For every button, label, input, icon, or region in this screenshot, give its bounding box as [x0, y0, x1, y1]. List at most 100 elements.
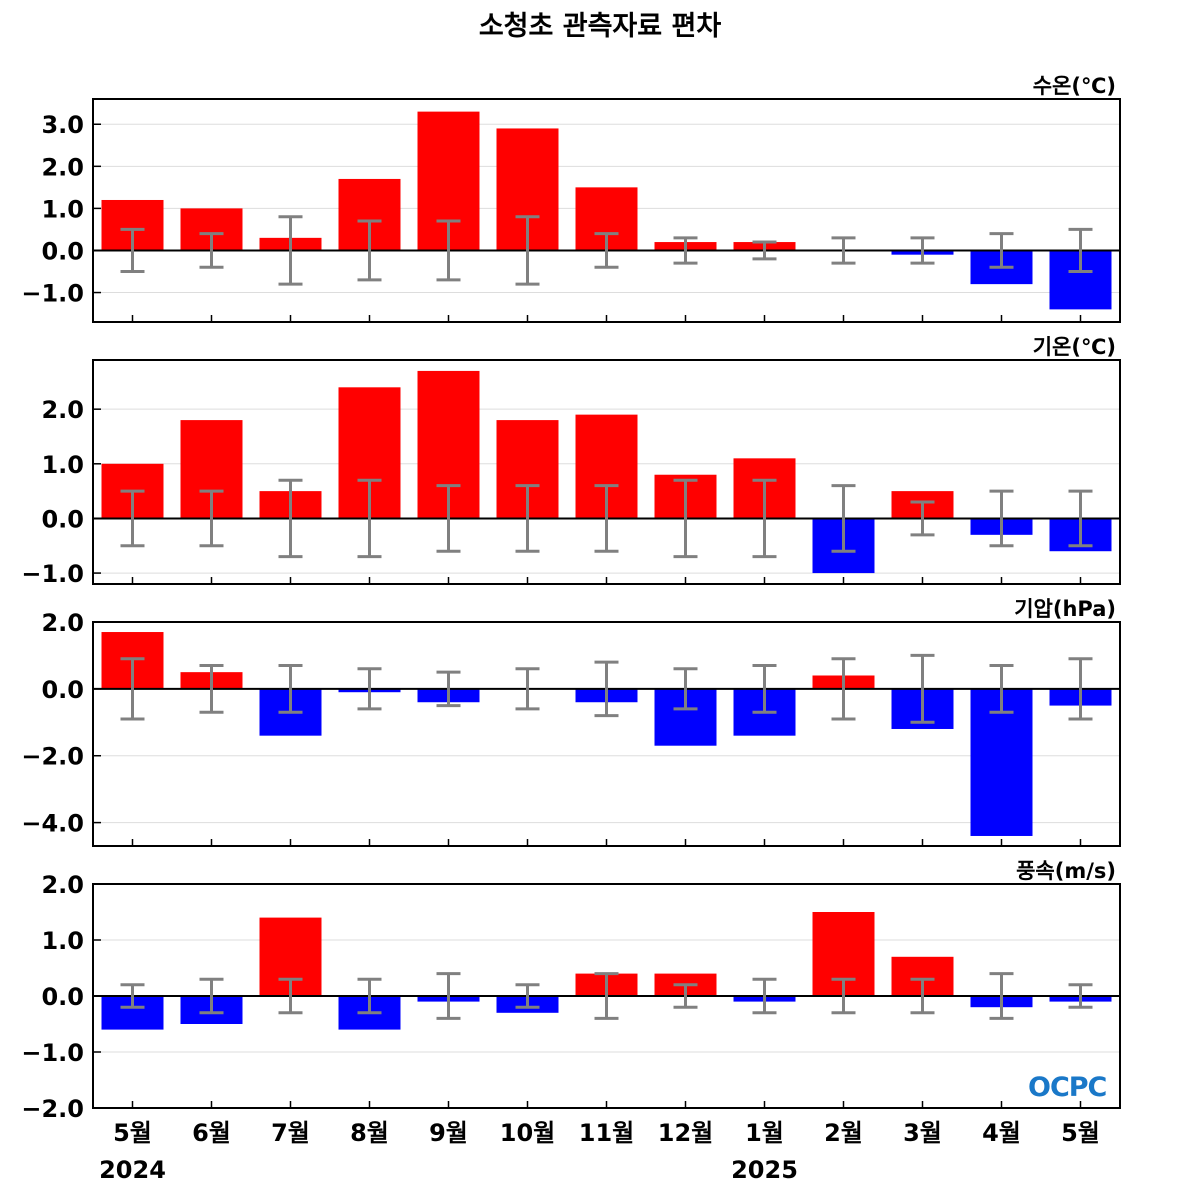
error-bar: [199, 489, 224, 548]
panel-frame: [92, 621, 1121, 847]
error-bar: [1068, 227, 1093, 274]
error-bar: [357, 667, 382, 711]
error-bar: [278, 663, 303, 714]
error-bar: [515, 667, 540, 711]
error-bar: [752, 240, 777, 261]
x-tick-label: 1월: [745, 1119, 784, 1147]
panel-frame: [92, 883, 1121, 1109]
error-bar: [594, 972, 619, 1020]
y-tick-label: 2.0: [41, 609, 84, 637]
error-bar: [120, 657, 145, 721]
y-tick-label: 1.0: [41, 927, 84, 955]
error-bar: [673, 236, 698, 265]
error-bar: [594, 232, 619, 269]
error-bar: [673, 983, 698, 1009]
error-bar: [436, 219, 461, 282]
y-tick-label: 0.0: [41, 505, 84, 533]
error-bar: [199, 232, 224, 269]
error-bar: [673, 667, 698, 711]
y-tick-label: −2.0: [21, 1095, 84, 1123]
error-bar: [752, 663, 777, 714]
error-bar: [910, 500, 935, 537]
panel-label: 기온(℃): [1033, 335, 1116, 359]
error-bar: [989, 489, 1014, 548]
error-bar: [357, 219, 382, 282]
error-bar: [515, 484, 540, 553]
panel-1: −1.0 0.0 1.0 2.0 3.0 수온(℃): [21, 74, 1121, 323]
x-tick-label: 8월: [350, 1119, 389, 1147]
error-bar: [910, 977, 935, 1015]
error-bar: [120, 983, 145, 1009]
y-tick-label: −1.0: [21, 560, 84, 588]
panel-4: −2.0 −1.0 0.0 1.0 2.0 풍속(m/s): [21, 859, 1121, 1123]
y-tick-label: 1.0: [41, 195, 84, 223]
y-tick-label: 2.0: [41, 396, 84, 424]
error-bar: [199, 663, 224, 714]
error-bar: [199, 977, 224, 1015]
y-tick-label: 0.0: [41, 237, 84, 265]
error-bar: [357, 977, 382, 1015]
panel-3: −4.0 −2.0 0.0 2.0 기압(hPa): [21, 597, 1121, 847]
panel-2: −1.0 0.0 1.0 2.0 기온(℃): [21, 335, 1121, 588]
y-tick-label: 0.0: [41, 983, 84, 1011]
x-tick-label: 3월: [903, 1119, 942, 1147]
error-bar: [1068, 489, 1093, 548]
ocpc-logo: OCPC: [1028, 1072, 1107, 1103]
error-bar: [831, 484, 856, 553]
x-tick-label: 2월: [824, 1119, 863, 1147]
error-bar: [120, 489, 145, 548]
error-bar: [594, 484, 619, 553]
error-bar: [278, 977, 303, 1015]
error-bar: [515, 983, 540, 1009]
x-tick-label: 5월: [1061, 1119, 1100, 1147]
error-bar: [1068, 983, 1093, 1009]
year-label: 2024: [99, 1156, 166, 1184]
error-bar: [515, 215, 540, 286]
y-tick-label: 2.0: [41, 153, 84, 181]
error-bar: [989, 972, 1014, 1020]
error-bar: [910, 653, 935, 724]
y-tick-label: −1.0: [21, 1039, 84, 1067]
x-tick-label: 7월: [271, 1119, 310, 1147]
error-bar: [989, 232, 1014, 269]
error-bar: [752, 478, 777, 559]
error-bar: [436, 972, 461, 1020]
y-tick-label: −1.0: [21, 280, 84, 308]
panel-frame: [92, 98, 1121, 323]
y-tick-label: 0.0: [41, 676, 84, 704]
x-axis-labels: 5월 6월 7월 8월 9월 10월 11월 12월 1월 2월 3월 4월 5월 2024 2025: [99, 1119, 1100, 1184]
error-bar: [278, 215, 303, 286]
x-tick-label: 9월: [429, 1119, 468, 1147]
error-bar: [910, 236, 935, 265]
y-tick-label: −4.0: [21, 810, 84, 838]
error-bar: [436, 484, 461, 553]
error-bar: [594, 660, 619, 718]
error-bar: [1068, 657, 1093, 721]
x-tick-label: 4월: [982, 1119, 1021, 1147]
y-tick-label: −2.0: [21, 743, 84, 771]
error-bar: [673, 478, 698, 559]
error-bar: [989, 663, 1014, 714]
y-tick-label: 3.0: [41, 111, 84, 139]
panel-label: 기압(hPa): [1014, 597, 1116, 621]
x-tick-label: 11월: [579, 1119, 634, 1147]
x-tick-label: 6월: [192, 1119, 231, 1147]
chart-title: 소청초 관측자료 편차: [478, 11, 722, 42]
error-bar: [752, 977, 777, 1015]
year-label: 2025: [731, 1156, 798, 1184]
error-bar: [357, 478, 382, 559]
error-bar: [831, 977, 856, 1015]
x-tick-label: 10월: [500, 1119, 555, 1147]
panel-label: 수온(℃): [1033, 74, 1116, 98]
panel-frame: [92, 359, 1121, 585]
error-bar: [831, 657, 856, 721]
x-tick-label: 12월: [658, 1119, 713, 1147]
error-bar: [278, 478, 303, 559]
error-bar: [436, 670, 461, 708]
y-tick-label: 1.0: [41, 451, 84, 479]
x-tick-label: 5월: [113, 1119, 152, 1147]
panel-label: 풍속(m/s): [1016, 859, 1116, 883]
error-bar: [831, 236, 856, 265]
error-bar: [120, 227, 145, 274]
